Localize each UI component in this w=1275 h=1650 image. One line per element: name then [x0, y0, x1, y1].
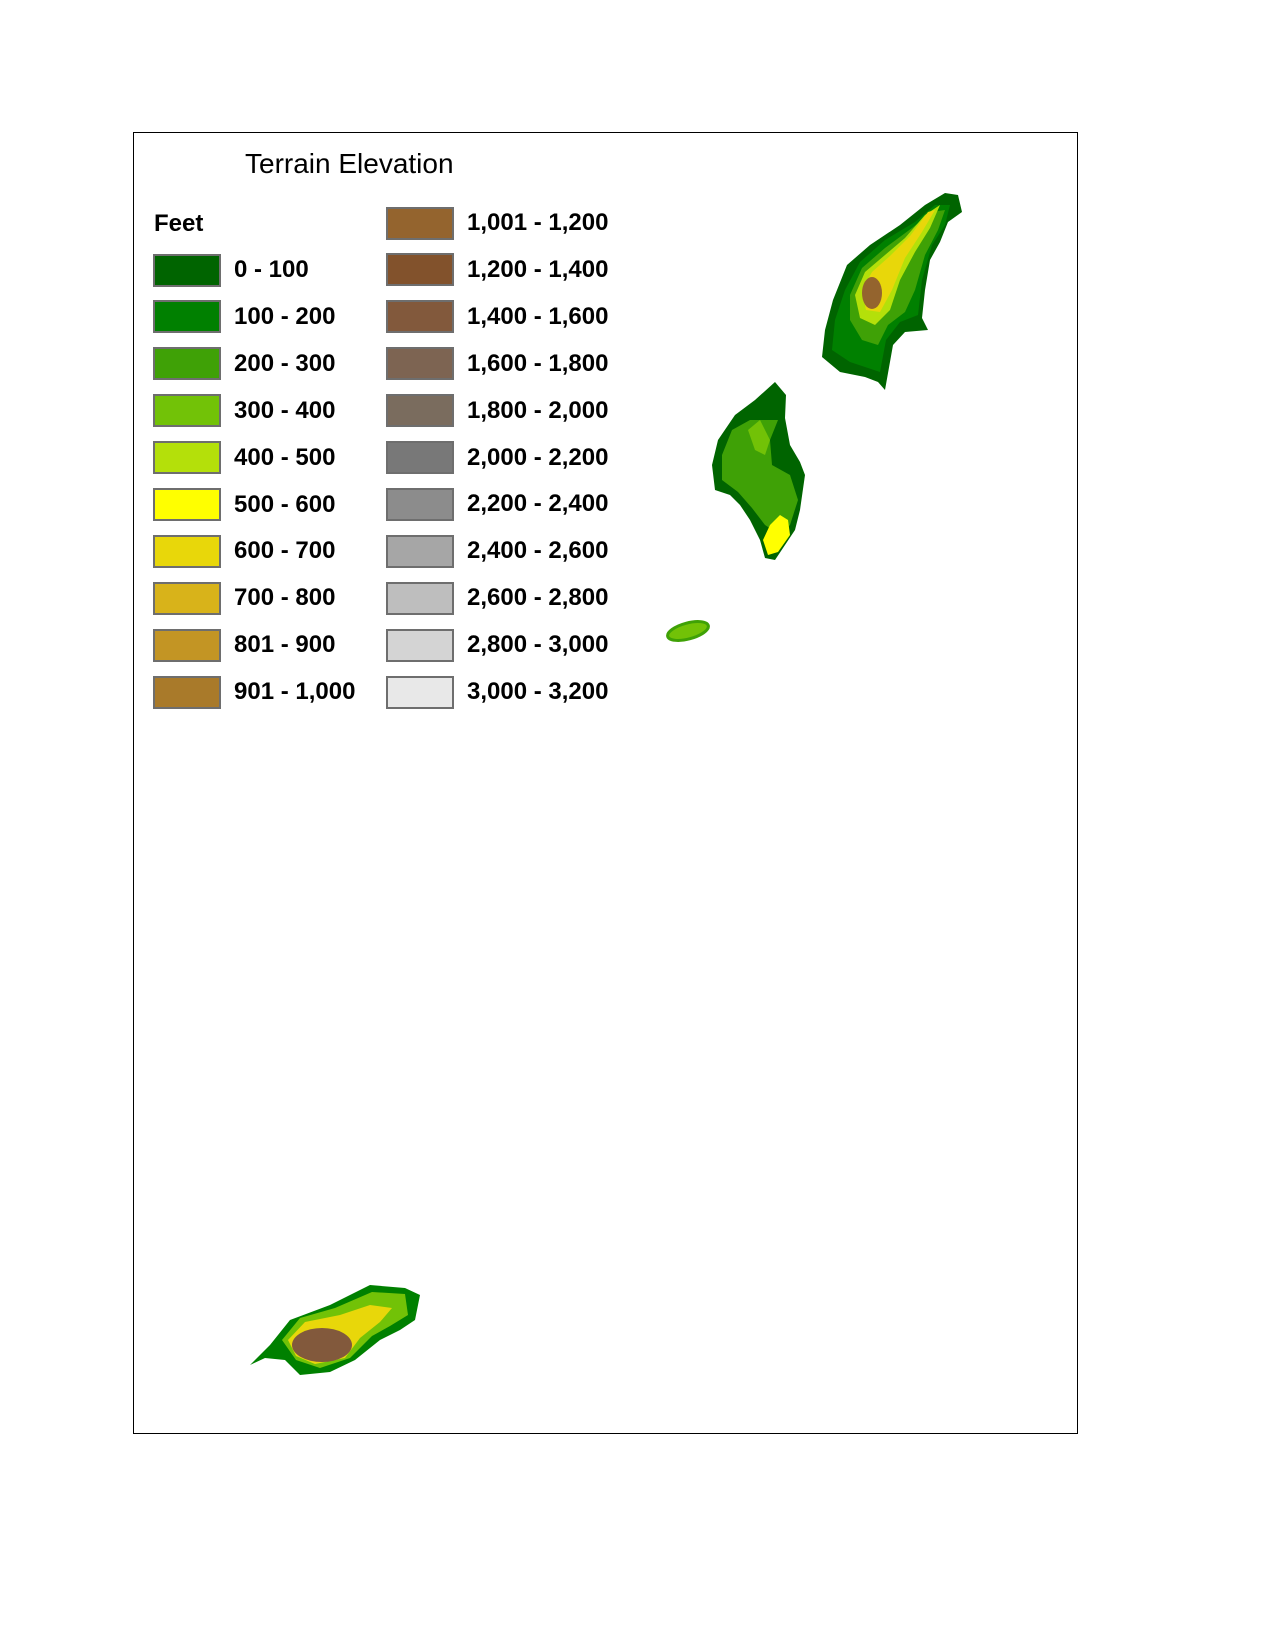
legend-swatch [153, 394, 221, 428]
legend-swatch [153, 581, 221, 615]
legend-swatch [153, 300, 221, 334]
legend-label: 2,400 - 2,600 [467, 537, 609, 565]
legend-label: 2,800 - 3,000 [467, 631, 609, 659]
legend-item: 1,800 - 2,000 [386, 393, 608, 429]
legend-label: 600 - 700 [234, 537, 336, 565]
island-north [822, 193, 962, 390]
map-title: Terrain Elevation [245, 148, 454, 179]
legend-label: 1,800 - 2,000 [467, 396, 609, 424]
legend-swatch [386, 581, 454, 615]
legend-item: 1,200 - 1,400 [386, 252, 608, 288]
legend-item: 600 - 700 [153, 533, 335, 569]
elevation-1200-1400 [862, 277, 882, 309]
legend-label: 2,600 - 2,800 [467, 584, 609, 612]
legend-label: 300 - 400 [234, 396, 336, 424]
legend-item: 0 - 100 [153, 252, 309, 288]
legend-label: 500 - 600 [234, 490, 336, 518]
legend-item: 1,001 - 1,200 [386, 205, 608, 241]
legend-label: 1,200 - 1,400 [467, 255, 609, 283]
legend-item: 500 - 600 [153, 487, 335, 523]
legend-swatch [153, 347, 221, 381]
legend-units: Feet [154, 210, 204, 237]
legend-item: 2,000 - 2,200 [386, 440, 608, 476]
legend-item: 901 - 1,000 [153, 674, 355, 710]
island-small [666, 620, 710, 642]
legend-label: 801 - 900 [234, 631, 336, 659]
legend-item: 700 - 800 [153, 580, 335, 616]
map-frame [133, 132, 1078, 1434]
elevation-200-300 [722, 420, 798, 535]
elevation-300-400 [748, 420, 770, 455]
legend-label: 400 - 500 [234, 443, 336, 471]
legend-swatch [386, 206, 454, 240]
legend-swatch [386, 628, 454, 662]
elevation-1200-1400 [292, 1328, 352, 1362]
legend-swatch [386, 534, 454, 568]
legend-swatch [386, 675, 454, 709]
legend-swatch [153, 253, 221, 287]
legend-swatch [386, 300, 454, 334]
legend-label: 1,600 - 1,800 [467, 349, 609, 377]
legend-label: 1,400 - 1,600 [467, 302, 609, 330]
legend-item: 801 - 900 [153, 627, 335, 663]
legend-item: 2,600 - 2,800 [386, 580, 608, 616]
legend-label: 200 - 300 [234, 349, 336, 377]
legend-swatch [153, 534, 221, 568]
legend-item: 1,600 - 1,800 [386, 346, 608, 382]
elevation-300-400 [666, 620, 710, 642]
legend-label: 901 - 1,000 [234, 678, 356, 706]
legend-item: 400 - 500 [153, 440, 335, 476]
legend-swatch [153, 441, 221, 475]
legend-label: 100 - 200 [234, 302, 336, 330]
legend-item: 300 - 400 [153, 393, 335, 429]
legend-label: 3,000 - 3,200 [467, 678, 609, 705]
legend-item: 2,800 - 3,000 [386, 627, 608, 663]
legend-swatch [386, 253, 454, 287]
legend-item: 3,000 - 3,200 [386, 674, 608, 710]
legend-swatch [153, 628, 221, 662]
legend-item: 1,400 - 1,600 [386, 299, 608, 335]
legend-item: 2,400 - 2,600 [386, 533, 608, 569]
legend-label: 1,001 - 1,200 [467, 209, 609, 236]
legend-item: 100 - 200 [153, 299, 335, 335]
legend-swatch [386, 441, 454, 474]
legend-label: 0 - 100 [234, 256, 309, 283]
legend-item: 2,200 - 2,400 [386, 486, 608, 522]
legend-swatch [153, 675, 221, 709]
legend-swatch [386, 394, 454, 428]
island-middle [712, 382, 805, 560]
legend-swatch [386, 347, 454, 381]
legend-label: 2,200 - 2,400 [467, 490, 609, 518]
legend-swatch [386, 487, 454, 521]
legend-label: 2,000 - 2,200 [467, 443, 609, 471]
legend-swatch [153, 488, 221, 521]
elevation-500-600 [763, 515, 790, 555]
island-south [250, 1285, 420, 1375]
legend-item: 200 - 300 [153, 346, 335, 382]
legend-label: 700 - 800 [234, 584, 336, 612]
